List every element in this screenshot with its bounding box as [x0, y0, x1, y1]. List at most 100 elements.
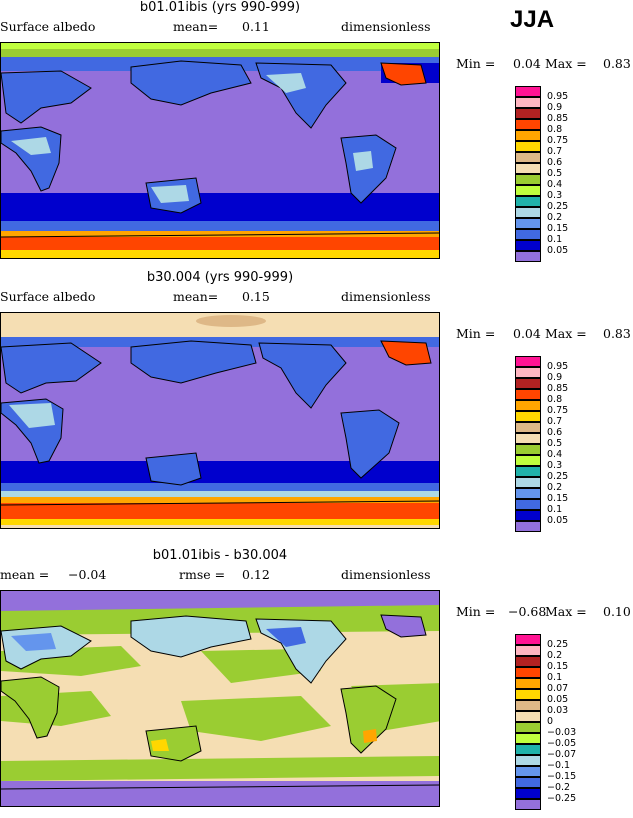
- legend-label: 0.4: [547, 449, 563, 460]
- legend-label: 0.1: [547, 234, 563, 245]
- legend-swatch: [515, 499, 541, 510]
- legend-label: 0.05: [547, 515, 569, 526]
- legend-label: 0.7: [547, 146, 563, 157]
- legend-swatch: [515, 251, 541, 262]
- legend-label: 0.6: [547, 427, 563, 438]
- legend-label: 0.75: [547, 135, 569, 146]
- legend-swatch: [515, 185, 541, 196]
- legend-swatch: [515, 422, 541, 433]
- min-label: Min =: [456, 604, 496, 619]
- legend-swatch: [515, 755, 541, 766]
- legend-swatch: [515, 229, 541, 240]
- mean-label: mean =: [0, 567, 50, 582]
- legend-label: 0.15: [547, 223, 569, 234]
- legend-label: −0.15: [547, 771, 577, 782]
- legend-label: 0.95: [547, 361, 569, 372]
- legend-label: 0.1: [547, 672, 563, 683]
- min-value: 0.04: [513, 326, 541, 341]
- legend-label: 0.03: [547, 705, 569, 716]
- legend-swatch: [515, 722, 541, 733]
- legend-label: 0.3: [547, 190, 563, 201]
- legend-swatch: [515, 378, 541, 389]
- legend-swatch: [515, 240, 541, 251]
- legend-swatch: [515, 799, 541, 810]
- panel-experiment: b30.004 (yrs 990-999) Surface albedo mea…: [0, 270, 633, 540]
- legend-swatch: [515, 152, 541, 163]
- legend-label: 0.05: [547, 245, 569, 256]
- min-value: −0.68: [508, 604, 547, 619]
- min-label: Min =: [456, 56, 496, 71]
- max-value: 0.10: [603, 604, 631, 619]
- legend-label: 0.9: [547, 372, 563, 383]
- legend-label: 0.8: [547, 394, 563, 405]
- panel-title: b30.004 (yrs 990-999): [146, 270, 294, 285]
- legend-label: −0.25: [547, 793, 577, 804]
- legend-swatch: [515, 711, 541, 722]
- legend-swatch: [515, 433, 541, 444]
- legend-swatch: [515, 645, 541, 656]
- legend-swatch: [515, 218, 541, 229]
- legend-label: 0.15: [547, 661, 569, 672]
- legend-swatch: [515, 367, 541, 378]
- units-label: dimensionless: [341, 567, 431, 582]
- legend-swatch: [515, 788, 541, 799]
- legend-swatch: [515, 488, 541, 499]
- min-label: Min =: [456, 326, 496, 341]
- min-value: 0.04: [513, 56, 541, 71]
- max-label: Max =: [545, 326, 587, 341]
- mean-value: 0.15: [242, 289, 270, 304]
- max-label: Max =: [545, 56, 587, 71]
- legend-label: 0.2: [547, 482, 563, 493]
- legend-swatch: [515, 444, 541, 455]
- legend-swatch: [515, 108, 541, 119]
- legend-label: 0.5: [547, 168, 563, 179]
- legend-label: 0.85: [547, 383, 569, 394]
- legend-label: −0.2: [547, 782, 571, 793]
- panel-control: b01.01ibis (yrs 990-999) Surface albedo …: [0, 0, 633, 270]
- legend-swatch: [515, 411, 541, 422]
- legend-label: 0.2: [547, 650, 563, 661]
- season-label: JJA: [510, 6, 555, 33]
- legend-swatch: [515, 733, 541, 744]
- legend-swatch: [515, 356, 541, 367]
- legend-label: 0.1: [547, 504, 563, 515]
- max-label: Max =: [545, 604, 587, 619]
- legend-swatch: [515, 700, 541, 711]
- legend-label: 0.95: [547, 91, 569, 102]
- legend-label: −0.1: [547, 760, 571, 771]
- legend-swatch: [515, 141, 541, 152]
- legend-label: 0.4: [547, 179, 563, 190]
- legend-label: 0.05: [547, 694, 569, 705]
- legend-swatch: [515, 163, 541, 174]
- legend-label: 0.7: [547, 416, 563, 427]
- legend-swatch: [515, 130, 541, 141]
- mean-value: −0.04: [68, 567, 107, 582]
- legend-swatch: [515, 174, 541, 185]
- panel-difference: b01.01ibis - b30.004 mean = −0.04 rmse =…: [0, 548, 633, 818]
- legend-swatch: [515, 689, 541, 700]
- albedo-map: [0, 312, 440, 529]
- legend-label: 0.85: [547, 113, 569, 124]
- legend-label: 0.9: [547, 102, 563, 113]
- legend-label: 0.25: [547, 201, 569, 212]
- albedo-map: [0, 42, 440, 259]
- legend-swatch: [515, 455, 541, 466]
- legend-swatch: [515, 97, 541, 108]
- legend-swatch: [515, 389, 541, 400]
- legend-swatch: [515, 634, 541, 645]
- legend-label: 0.25: [547, 639, 569, 650]
- legend-swatch: [515, 521, 541, 532]
- legend-label: −0.07: [547, 749, 577, 760]
- legend-swatch: [515, 744, 541, 755]
- legend-swatch: [515, 119, 541, 130]
- difference-map: [0, 590, 440, 807]
- panel-title: b01.01ibis - b30.004: [152, 548, 288, 563]
- mean-label: mean=: [173, 19, 219, 34]
- legend-swatch: [515, 400, 541, 411]
- units-label: dimensionless: [341, 19, 431, 34]
- legend-label: 0.3: [547, 460, 563, 471]
- max-value: 0.83: [603, 56, 631, 71]
- max-value: 0.83: [603, 326, 631, 341]
- variable-label: Surface albedo: [0, 19, 96, 34]
- legend-swatch: [515, 466, 541, 477]
